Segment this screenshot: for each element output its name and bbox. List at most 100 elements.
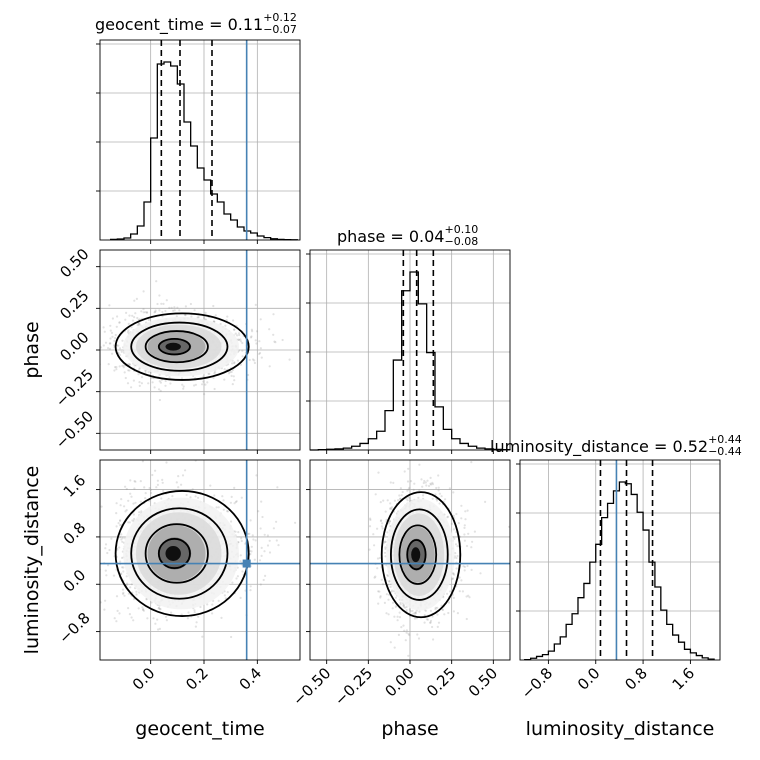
sample-point (156, 618, 159, 621)
sample-point (127, 607, 130, 610)
sample-point (460, 504, 463, 507)
sample-point (451, 577, 454, 581)
title-geocent-time-upper: +0.12 (263, 11, 297, 24)
x-tick-labels-luminosity-distance: −0.8 0.0 0.8 1.6 (518, 664, 699, 702)
sample-point (239, 596, 242, 600)
sample-point (233, 502, 236, 505)
density-shade (411, 547, 421, 563)
sample-point (127, 329, 130, 332)
title-phase-upper: +0.10 (444, 223, 478, 236)
sample-point (294, 521, 297, 524)
sample-point (405, 605, 408, 609)
sample-point (121, 364, 124, 367)
sample-point (107, 564, 110, 567)
sample-point (412, 488, 415, 491)
sample-point (254, 339, 257, 342)
sample-point (385, 593, 388, 596)
sample-point (466, 509, 469, 512)
sample-point (155, 280, 158, 283)
sample-point (446, 515, 450, 518)
sample-point (470, 546, 473, 549)
y-axis-label-phase: phase (21, 321, 43, 378)
density-contour (144, 523, 209, 584)
sample-point (121, 339, 124, 342)
sample-point (88, 352, 90, 354)
sample-point (141, 460, 144, 463)
sample-point (398, 494, 401, 497)
sample-point (220, 616, 223, 620)
sample-point (124, 510, 127, 513)
sample-point (457, 522, 460, 525)
sample-point (255, 474, 258, 477)
sample-point (128, 613, 131, 616)
sample-point (138, 368, 141, 371)
sample-point (121, 588, 125, 591)
sample-point (180, 377, 184, 380)
sample-point (130, 495, 133, 498)
density-contour (130, 321, 229, 372)
sample-point (258, 351, 262, 355)
sample-point (115, 368, 118, 371)
sample-point (458, 576, 461, 579)
sample-point (118, 546, 121, 549)
sample-point (156, 479, 159, 482)
sample-point (152, 617, 155, 620)
sample-point (181, 474, 185, 477)
sample-point (446, 592, 449, 595)
sample-point (268, 539, 271, 542)
sample-point (240, 539, 243, 543)
density-contour (406, 539, 427, 571)
sample-point (187, 611, 190, 614)
sample-point (124, 485, 127, 488)
sample-point (241, 355, 244, 358)
sample-point (241, 570, 244, 573)
sample-point (453, 573, 456, 576)
sample-point (255, 342, 258, 345)
sample-point (137, 373, 140, 376)
sample-point (390, 590, 393, 593)
sample-point (197, 615, 200, 618)
sample-point (123, 594, 126, 597)
sample-point (144, 492, 147, 495)
sample-point (266, 534, 269, 537)
sample-point (422, 494, 425, 497)
sample-point (115, 595, 119, 598)
sample-point (233, 361, 236, 364)
sample-point (464, 518, 467, 521)
sample-point (142, 308, 145, 311)
sample-point (132, 619, 135, 622)
sample-point (153, 386, 156, 389)
sample-point (389, 506, 392, 510)
sample-point (253, 359, 256, 362)
sample-point (141, 608, 145, 612)
y-tick-label: 0.50 (56, 245, 92, 281)
sample-point (435, 497, 438, 501)
sample-point (247, 373, 250, 377)
panel-contents (88, 250, 291, 450)
sample-point (391, 601, 395, 604)
sample-point (134, 501, 137, 504)
sample-point (230, 520, 233, 523)
sample-point (453, 537, 456, 540)
sample-point (259, 347, 262, 350)
sample-point (484, 500, 487, 503)
sample-point (425, 618, 428, 621)
sample-point (161, 478, 164, 481)
sample-point (141, 606, 144, 609)
sample-point (164, 615, 168, 618)
sample-point (437, 486, 440, 489)
sample-point (456, 612, 459, 615)
sample-point (374, 575, 377, 578)
sample-point (234, 332, 237, 335)
sample-point (249, 585, 252, 588)
sample-point (384, 546, 387, 549)
sample-point (454, 552, 457, 555)
density-contour (157, 537, 191, 570)
panel-frame (519, 459, 721, 661)
sample-point (120, 538, 123, 541)
sample-point (431, 625, 434, 629)
sample-point (158, 627, 161, 631)
sample-point (193, 611, 196, 614)
sample-point (444, 498, 447, 501)
sample-point (426, 618, 429, 621)
